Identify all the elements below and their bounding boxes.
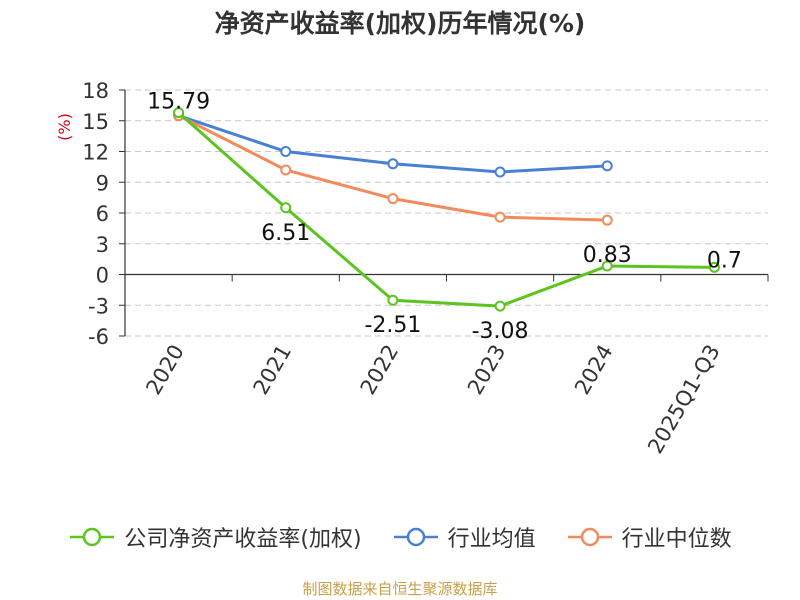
data-label: 0.83 bbox=[583, 243, 632, 268]
data-point bbox=[601, 214, 613, 226]
chart-title: 净资产收益率(加权)历年情况(%) bbox=[214, 9, 586, 38]
data-point bbox=[280, 146, 292, 157]
x-tick-label: 2025Q1-Q3 bbox=[643, 341, 725, 458]
data-point bbox=[494, 300, 506, 312]
legend-label: 公司净资产收益率(加权) bbox=[124, 527, 362, 552]
data-point bbox=[494, 211, 506, 223]
series-line bbox=[177, 111, 715, 308]
data-label: 6.51 bbox=[261, 221, 310, 246]
data-point bbox=[601, 160, 613, 172]
source-note: 制图数据来自恒生聚源数据库 bbox=[302, 580, 498, 598]
data-label: -2.51 bbox=[364, 313, 421, 338]
y-tick-label: 9 bbox=[96, 171, 109, 195]
y-tick-label: 12 bbox=[82, 141, 109, 165]
data-point bbox=[708, 261, 720, 273]
legend: 公司净资产收益率(加权) 行业均值 行业中位数 bbox=[0, 520, 800, 554]
x-tick-label: 2024 bbox=[570, 341, 618, 399]
y-tick-label: 18 bbox=[82, 79, 109, 103]
data-label: 15.79 bbox=[147, 90, 210, 115]
y-axis-label: (%) bbox=[55, 113, 74, 141]
legend-item[interactable]: 公司净资产收益率(加权) bbox=[68, 521, 362, 553]
data-point bbox=[387, 158, 399, 170]
legend-label: 行业均值 bbox=[447, 527, 536, 552]
legend-marker bbox=[83, 527, 102, 547]
y-tick-label: 0 bbox=[96, 264, 109, 288]
x-tick-label: 2021 bbox=[249, 341, 297, 399]
data-point bbox=[601, 260, 613, 272]
data-point bbox=[173, 107, 185, 119]
y-tick-label: -6 bbox=[88, 325, 109, 349]
x-tick-label: 2020 bbox=[141, 341, 189, 399]
legend-marker bbox=[580, 527, 599, 547]
data-point bbox=[494, 166, 506, 178]
x-tick-label: 2023 bbox=[463, 341, 511, 399]
data-label: -3.08 bbox=[472, 319, 529, 344]
legend-item[interactable]: 行业均值 bbox=[392, 521, 536, 553]
legend-swatch bbox=[70, 527, 115, 547]
data-point bbox=[280, 202, 292, 214]
y-tick-label: 6 bbox=[96, 202, 109, 226]
legend-swatch bbox=[567, 527, 612, 547]
legend-marker bbox=[406, 527, 425, 547]
y-tick-label: 3 bbox=[96, 233, 109, 257]
y-tick-label: 15 bbox=[82, 110, 109, 134]
data-point bbox=[387, 193, 399, 205]
y-tick-label: -3 bbox=[88, 294, 109, 318]
data-point bbox=[280, 164, 292, 176]
legend-item[interactable]: 行业中位数 bbox=[566, 521, 732, 553]
x-tick-label: 2022 bbox=[356, 341, 404, 399]
data-label: 0.7 bbox=[707, 248, 742, 273]
data-point bbox=[387, 294, 399, 306]
legend-label: 行业中位数 bbox=[621, 527, 732, 552]
legend-swatch bbox=[393, 527, 438, 547]
